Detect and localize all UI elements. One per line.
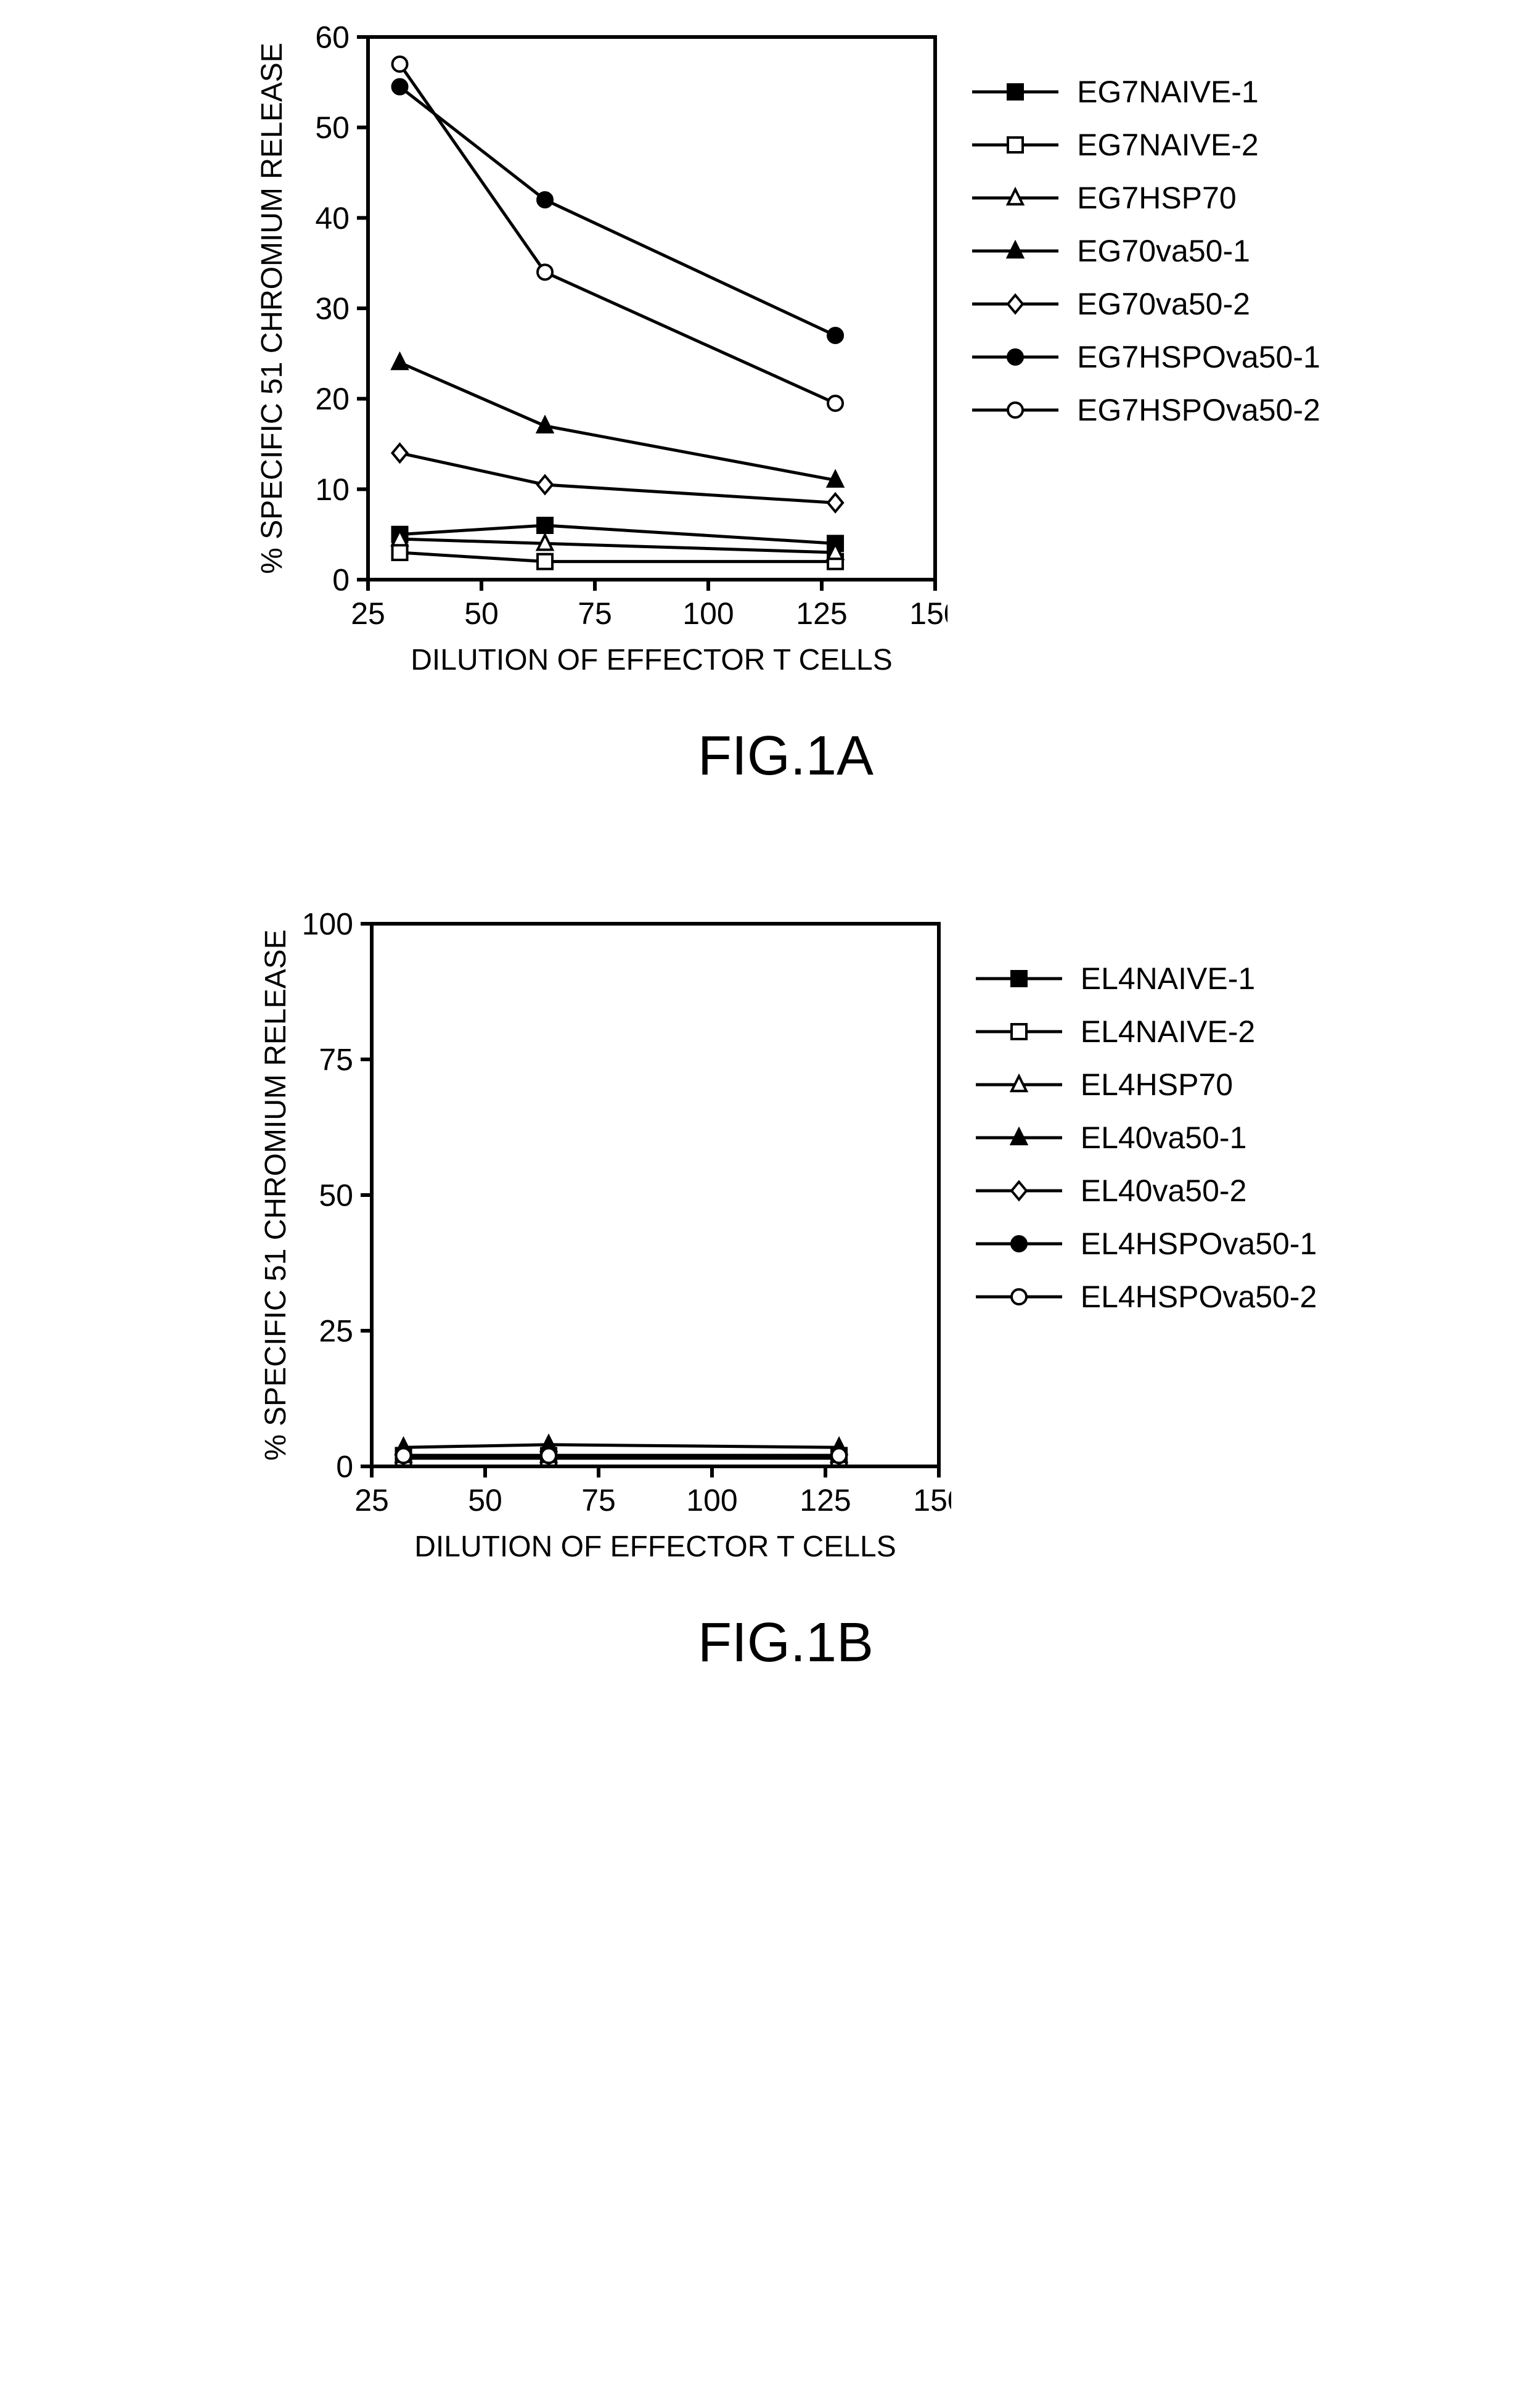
figure-1a-row: 0 10 20 30 40 50 60 25 50 75 100 125 150 DILUTION OF … [251,25,1320,688]
legend-label: EL4NAIVE-1 [1081,961,1255,996]
xtick-label: 125 [800,1483,851,1518]
legend-marker [976,1019,1062,1044]
ytick-label: 0 [332,563,350,598]
ytick-label: 30 [316,292,350,326]
legend-label: EG7HSP70 [1077,180,1236,216]
xtick-label: 150 [909,596,947,631]
ytick-label: 75 [319,1043,353,1077]
legend-label: EL40va50-2 [1081,1173,1247,1209]
legend-item: EL4NAIVE-2 [976,1014,1317,1050]
chart-svg: 0255075100255075100125150DILUTION OF EFF… [255,911,951,1571]
ytick-label: 40 [316,201,350,236]
series-line [400,539,836,553]
chart-svg: 0 10 20 30 40 50 60 25 50 75 100 125 150 DILUTION OF … [251,25,947,684]
xtick-label: 75 [578,596,612,631]
legend-item: EL4HSPOva50-1 [976,1226,1317,1262]
legend-label: EL4HSPOva50-2 [1081,1279,1317,1315]
xtick-label: 50 [464,596,499,631]
legend-item: EG70va50-1 [972,233,1320,269]
ytick-label: 100 [301,911,353,942]
legend-item: EL4HSPOva50-2 [976,1279,1317,1315]
legend-marker [972,239,1058,263]
legend-item: EG7NAIVE-2 [972,127,1320,163]
legend-marker [976,1178,1062,1203]
legend-label: EG7NAIVE-1 [1077,74,1259,110]
figure-1b-legend: EL4NAIVE-1 EL4NAIVE-2 EL4HSP70 [976,961,1317,1332]
series-line [403,1445,839,1447]
legend-marker [976,1072,1062,1097]
ytick-label: 10 [316,472,350,507]
legend-marker [972,292,1058,316]
x-axis-label: DILUTION OF EFFECTOR T CELLS [411,644,892,676]
series-line [400,363,836,480]
figure-1b-row: 0255075100255075100125150DILUTION OF EFF… [255,911,1317,1574]
figure-1b-caption: FIG.1B [698,1611,874,1675]
figure-1a-block: 0 10 20 30 40 50 60 25 50 75 100 125 150 DILUTION OF … [25,25,1522,788]
legend-label: EG70va50-1 [1077,233,1250,269]
xtick-label: 50 [468,1483,502,1518]
y-axis-label: % SPECIFIC 51 CHROMIUM RELEASE [260,929,292,1461]
xtick-label: 150 [913,1483,951,1518]
series-line [400,453,836,503]
legend-item: EL40va50-2 [976,1173,1317,1209]
legend-marker [972,345,1058,369]
legend-label: EG70va50-2 [1077,286,1250,322]
page: 0 10 20 30 40 50 60 25 50 75 100 125 150 DILUTION OF … [25,25,1522,1675]
legend-label: EG7NAIVE-2 [1077,127,1259,163]
legend-item: EL40va50-1 [976,1120,1317,1156]
legend-label: EL4NAIVE-2 [1081,1014,1255,1050]
figure-1a-legend: EG7NAIVE-1 EG7NAIVE-2 EG7HSP70 [972,74,1320,445]
legend-marker [976,1284,1062,1309]
legend-label: EL4HSPOva50-1 [1081,1226,1317,1262]
xtick-label: 75 [581,1483,616,1518]
legend-label: EL4HSP70 [1081,1067,1233,1103]
legend-item: EG7HSPOva50-1 [972,339,1320,375]
legend-label: EG7HSPOva50-2 [1077,392,1320,428]
figure-1a-chart: 0 10 20 30 40 50 60 25 50 75 100 125 150 DILUTION OF … [251,25,947,688]
xtick-label: 25 [354,1483,389,1518]
legend-marker [976,1125,1062,1150]
xtick-label: 100 [682,596,734,631]
series-line [400,553,836,562]
legend-label: EL40va50-1 [1081,1120,1247,1156]
legend-item: EG7HSPOva50-2 [972,392,1320,428]
legend-item: EG7HSP70 [972,180,1320,216]
figure-1b-block: 0255075100255075100125150DILUTION OF EFF… [25,911,1522,1675]
xtick-label: 125 [796,596,847,631]
ytick-label: 25 [319,1314,353,1349]
xtick-label: 25 [351,596,385,631]
series-line [400,87,836,335]
ytick-label: 0 [336,1450,353,1484]
legend-marker [976,1231,1062,1256]
ytick-label: 60 [316,25,350,55]
y-axis-label: % SPECIFIC 51 CHROMIUM RELEASE [256,43,288,574]
ytick-label: 50 [316,110,350,145]
x-axis-label: DILUTION OF EFFECTOR T CELLS [414,1531,896,1563]
ytick-label: 20 [316,382,350,416]
legend-marker [972,80,1058,104]
legend-item: EG7NAIVE-1 [972,74,1320,110]
legend-marker [972,186,1058,210]
ytick-label: 50 [319,1178,353,1213]
legend-item: EL4HSP70 [976,1067,1317,1103]
figure-1b-chart: 0255075100255075100125150DILUTION OF EFF… [255,911,951,1574]
legend-item: EL4NAIVE-1 [976,961,1317,996]
figure-1a-caption: FIG.1A [698,725,874,788]
legend-marker [972,398,1058,422]
legend-item: EG70va50-2 [972,286,1320,322]
legend-label: EG7HSPOva50-1 [1077,339,1320,375]
legend-marker [972,133,1058,157]
legend-marker [976,966,1062,991]
xtick-label: 100 [686,1483,737,1518]
